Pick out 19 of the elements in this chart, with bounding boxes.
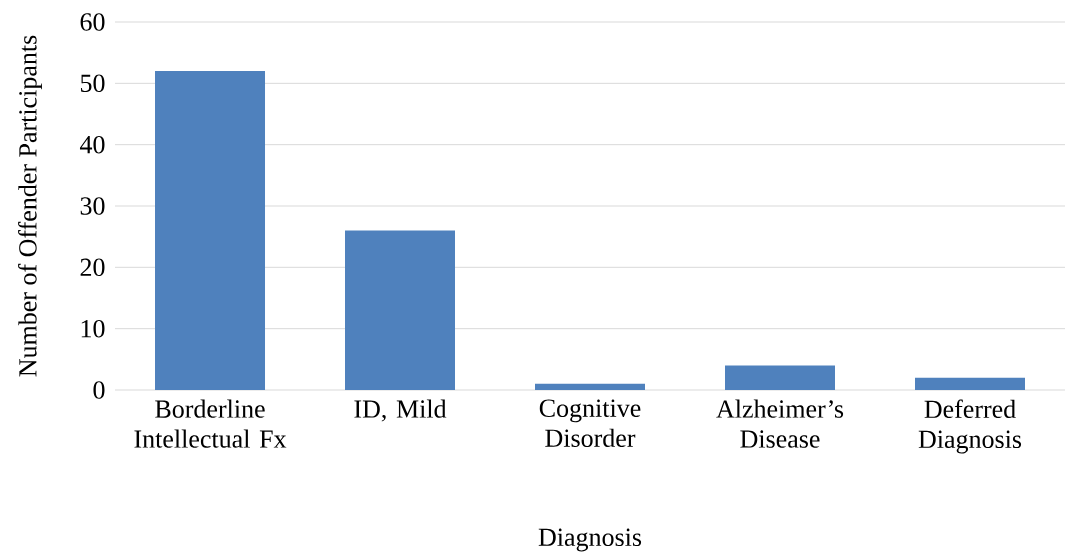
y-axis-title: Number of Offender Participants — [18, 35, 42, 377]
y-tick-label: 40 — [79, 135, 105, 154]
bar — [535, 383, 645, 390]
bar — [155, 71, 266, 390]
x-tick-label: Borderline Intellectual Fx — [134, 399, 287, 448]
x-tick-label: Deferred Diagnosis — [918, 399, 1022, 454]
bar — [345, 230, 456, 390]
bar — [725, 365, 835, 390]
y-tick-label: 0 — [93, 381, 105, 399]
y-tick-label: 20 — [80, 258, 105, 277]
y-tick-label: 50 — [80, 74, 105, 93]
y-tick-label: 10 — [81, 319, 105, 338]
x-tick-label: Alzheimer’s Disease — [716, 399, 844, 448]
bar — [915, 377, 1025, 390]
y-tick-label: 60 — [80, 13, 105, 31]
x-axis-title: Diagnosis — [538, 528, 642, 552]
x-tick-label: Cognitive Disorder — [539, 399, 641, 447]
x-tick-label: ID, Mild — [354, 399, 447, 422]
y-tick-label: 30 — [80, 197, 105, 215]
